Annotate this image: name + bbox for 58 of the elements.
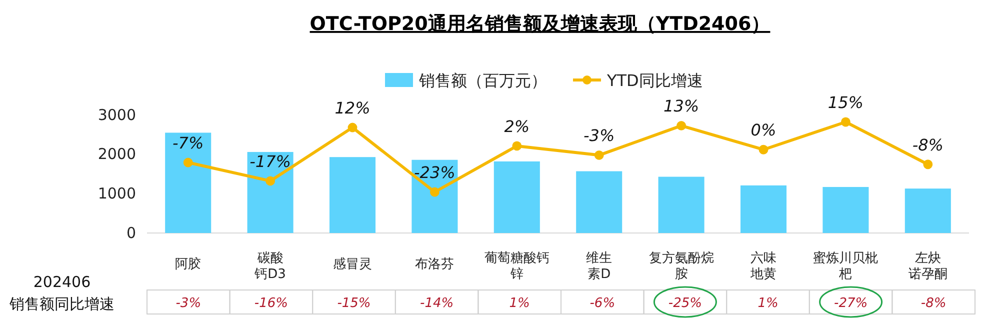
x-tick-label: 布洛芬: [415, 257, 454, 272]
x-tick-label: 葡萄糖酸钙锌: [484, 251, 550, 282]
data-label: 2%: [504, 116, 530, 136]
bar: [247, 152, 294, 233]
text: -8%: [920, 296, 946, 311]
point: [594, 150, 604, 160]
x-tick-label: 阿胶: [175, 257, 202, 272]
data-label: -7%: [172, 134, 204, 153]
data-label: -17%: [250, 152, 291, 171]
chart-title: OTC-TOP20通用名销售额及增速表现（YTD2406）: [310, 13, 770, 35]
point: [266, 176, 276, 186]
data-label: 12%: [334, 98, 370, 118]
point: [430, 187, 440, 197]
point: [348, 122, 358, 132]
bar: [576, 171, 622, 233]
text: -27%: [834, 296, 868, 311]
bar: [658, 176, 704, 233]
text: 202406 销售额同比增速: [8, 273, 114, 313]
bar: [740, 185, 787, 233]
text: -6%: [590, 296, 616, 311]
x-tick-label: 蜜炼川贝枇杷: [813, 250, 878, 282]
bar: [494, 161, 540, 233]
bar: [329, 157, 376, 233]
y-tick-label: 3000: [98, 106, 136, 124]
x-tick-label: 感冒灵: [333, 257, 372, 272]
x-tick-label: 复方氨酚烷胺: [648, 250, 714, 282]
x-tick-label: 六味地黄: [750, 251, 776, 282]
data-label: 15%: [828, 93, 864, 112]
data-label: -23%: [414, 163, 456, 182]
y-tick-label: 2000: [98, 145, 136, 164]
x-tick-label: 碳酸钙D3: [254, 251, 286, 282]
text: -14%: [420, 296, 454, 311]
x-tick-label: 左炔诺孕酮: [908, 251, 948, 282]
point: [183, 158, 193, 168]
text: -15%: [337, 296, 371, 311]
text: -25%: [668, 296, 702, 311]
bar: [904, 188, 951, 233]
y-tick-label: 1000: [98, 184, 136, 202]
bar: [165, 132, 212, 233]
point: [512, 141, 522, 151]
legend-label: YTD同比增速: [606, 71, 703, 90]
point: [923, 160, 933, 170]
data-label: -8%: [912, 135, 944, 154]
point: [840, 117, 850, 127]
data-label: 0%: [750, 120, 776, 140]
text: -3%: [176, 296, 202, 311]
legend-label: 销售额（百万元）: [418, 71, 547, 90]
y-tick-label: 0: [126, 224, 136, 242]
x-tick-label: 维生素D: [586, 251, 612, 282]
text: 1%: [758, 296, 778, 311]
data-label: -3%: [584, 126, 615, 146]
bar: [822, 186, 869, 233]
bar: [412, 160, 458, 233]
text: 1%: [509, 296, 530, 311]
text: -16%: [254, 296, 288, 311]
point: [758, 144, 768, 154]
data-label: 13%: [664, 96, 700, 116]
point: [676, 120, 686, 130]
